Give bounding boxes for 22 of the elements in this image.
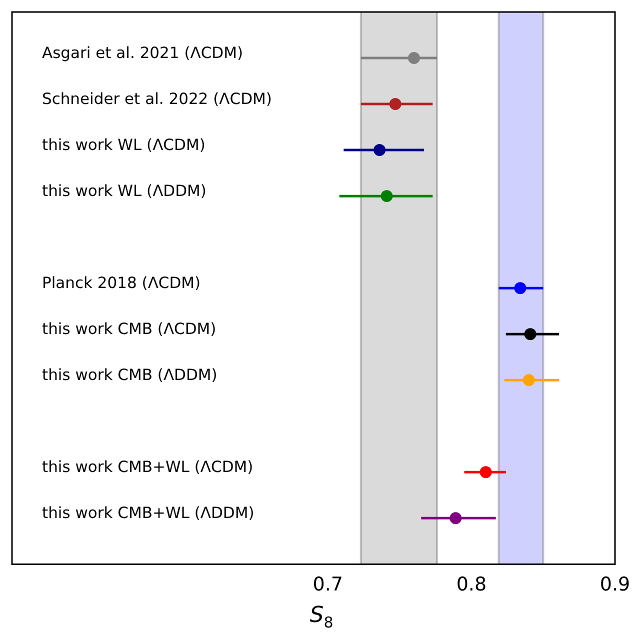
point — [480, 466, 492, 478]
point — [389, 98, 402, 110]
y-tick-label: this work CMB (ΛCDM) — [42, 320, 216, 338]
y-tick-label: Asgari et al. 2021 (ΛCDM) — [42, 44, 244, 62]
x-tick-label: 0.8 — [456, 574, 487, 596]
point — [380, 190, 393, 202]
y-tick-label: this work WL (ΛCDM) — [42, 136, 206, 154]
x-tick-label: 0.9 — [600, 574, 630, 596]
y-tick-label: Schneider et al. 2022 (ΛCDM) — [42, 90, 272, 108]
x-tick-label: 0.7 — [312, 574, 343, 596]
point — [408, 52, 420, 64]
y-tick-label: Planck 2018 (ΛCDM) — [42, 274, 201, 292]
y-tick-label: this work WL (ΛDDM) — [42, 182, 206, 200]
x-axis-title: S$_{8}$ — [308, 603, 334, 632]
y-tick-label: this work CMB+WL (ΛCDM) — [42, 458, 254, 476]
y-tick-label: this work CMB (ΛDDM) — [42, 366, 218, 384]
point — [450, 512, 462, 524]
point — [522, 374, 535, 386]
point — [374, 144, 386, 156]
y-tick-label: this work CMB+WL (ΛDDM) — [42, 504, 254, 522]
point — [524, 328, 536, 340]
point — [514, 282, 526, 294]
